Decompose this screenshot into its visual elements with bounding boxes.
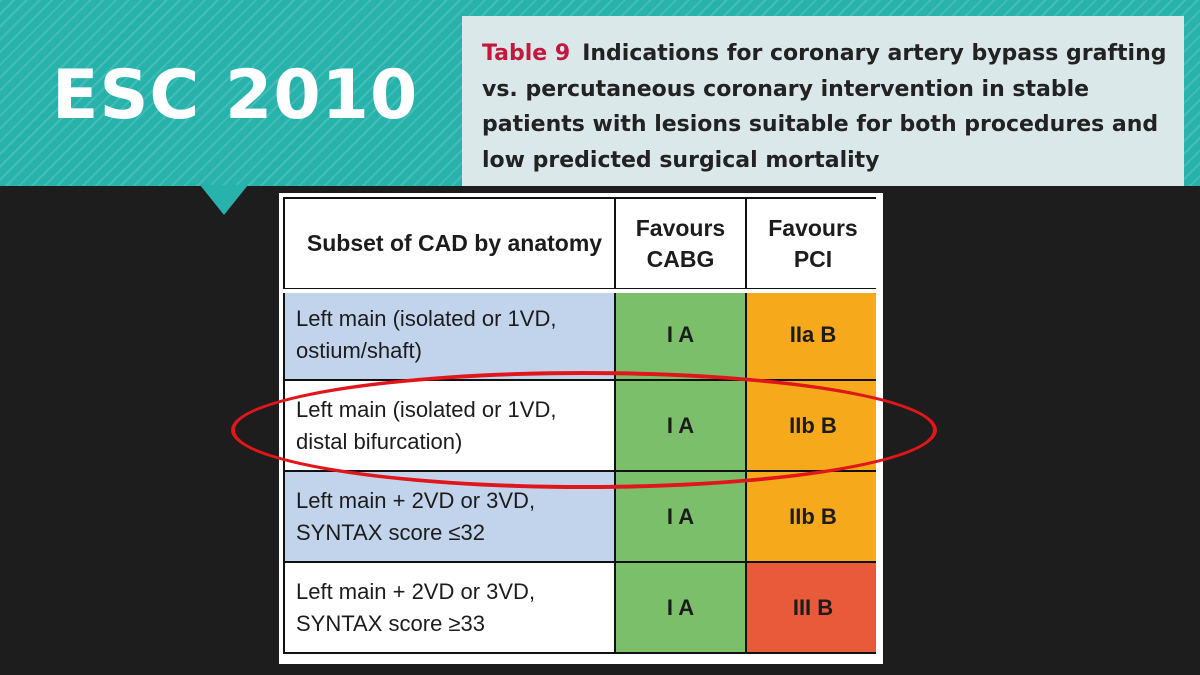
slide-title: ESC 2010 (52, 56, 419, 135)
header-favours-pci: Favours PCI (745, 197, 881, 290)
subset-line: Left main + 2VD or 3VD, (296, 578, 536, 604)
header-favours-cabg: Favours CABG (614, 197, 747, 290)
table-caption-label: Table 9 (482, 41, 571, 66)
row-subset: Left main + 2VD or 3VD, SYNTAX score ≤32 (283, 470, 616, 563)
header-divider (283, 289, 879, 293)
pci-recommendation: IIb B (745, 470, 881, 563)
subset-line: Left main + 2VD or 3VD, (296, 487, 536, 513)
table-caption-box: Table 9 Indications for coronary artery b… (462, 16, 1184, 186)
pci-recommendation: III B (745, 561, 881, 654)
indications-table-panel: Subset of CAD by anatomy Favours CABG Fa… (279, 193, 883, 664)
table-header-row: Subset of CAD by anatomy Favours CABG Fa… (283, 197, 881, 290)
subset-line: SYNTAX score ≥33 (296, 610, 485, 636)
banner-notch (200, 185, 248, 215)
table-caption: Table 9 Indications for coronary artery b… (482, 36, 1168, 178)
cabg-recommendation: I A (614, 288, 747, 381)
indications-table: Subset of CAD by anatomy Favours CABG Fa… (283, 197, 881, 654)
pci-recommendation: IIa B (745, 288, 881, 381)
subset-line: ostium/shaft) (296, 337, 422, 363)
row-subset: Left main (isolated or 1VD, ostium/shaft… (283, 288, 616, 381)
subset-line: SYNTAX score ≤32 (296, 519, 485, 545)
highlight-ellipse (231, 371, 937, 489)
cabg-recommendation: I A (614, 561, 747, 654)
table-caption-text: Indications for coronary artery bypass g… (482, 41, 1167, 173)
table-row: Left main (isolated or 1VD, ostium/shaft… (283, 288, 881, 381)
table-row: Left main + 2VD or 3VD, SYNTAX score ≥33… (283, 561, 881, 654)
row-subset: Left main + 2VD or 3VD, SYNTAX score ≥33 (283, 561, 616, 654)
header-subset: Subset of CAD by anatomy (283, 197, 616, 290)
subset-line: Left main (isolated or 1VD, (296, 305, 557, 331)
